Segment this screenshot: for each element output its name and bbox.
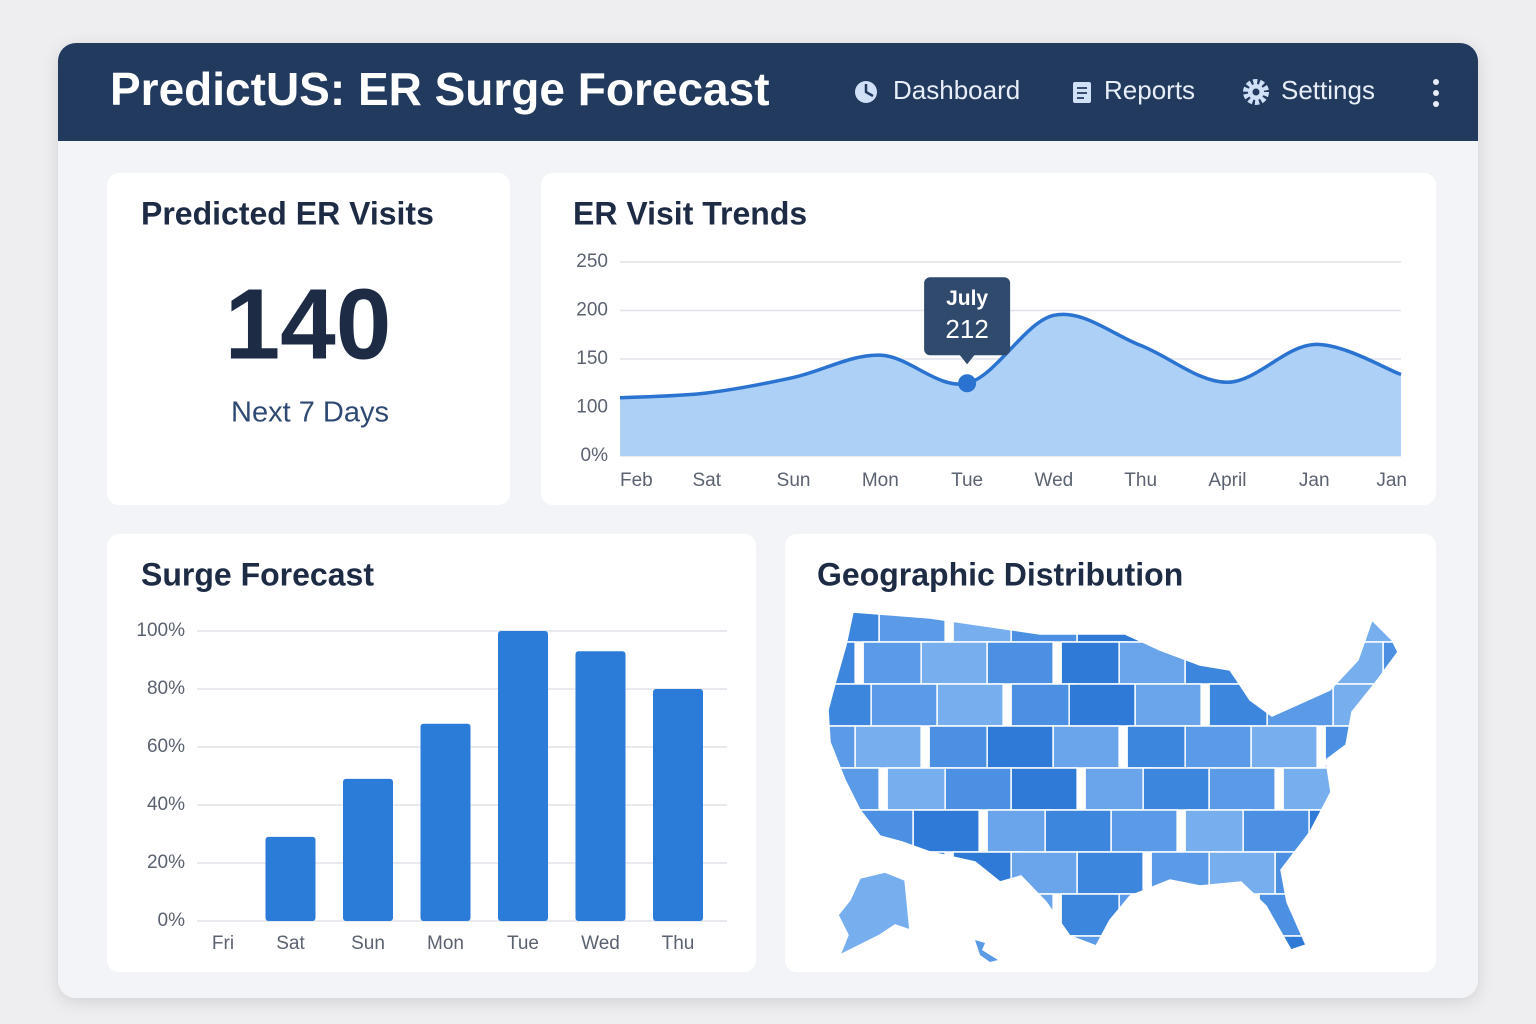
- state: [854, 725, 922, 769]
- x-tick-label: Feb: [620, 470, 653, 491]
- area: [620, 314, 1401, 456]
- tooltip: July 212: [924, 277, 1011, 365]
- x-tick-label: Tue: [507, 933, 539, 954]
- bar: [265, 836, 316, 921]
- state: [1076, 851, 1144, 895]
- chart-title: ER Visit Trends: [573, 195, 807, 231]
- state: [1208, 767, 1276, 811]
- x-tick-label: Mon: [862, 470, 899, 491]
- state: [886, 767, 954, 811]
- x-tick-label: Thu: [1124, 470, 1157, 491]
- nav-label[interactable]: Reports: [1104, 75, 1195, 105]
- nav-reports[interactable]: Reports: [1073, 75, 1195, 105]
- state: [1142, 767, 1210, 811]
- x-tick-label: Wed: [1035, 470, 1074, 491]
- y-tick-label: 60%: [147, 736, 185, 757]
- state: [986, 809, 1054, 853]
- x-tick-label: Fri: [212, 933, 234, 954]
- bar: [653, 689, 703, 921]
- state: [1184, 809, 1252, 853]
- state: [862, 641, 930, 685]
- x-tick-label: Wed: [581, 933, 620, 954]
- kpi-caption: Next 7 Days: [231, 397, 389, 429]
- tooltip-value: 212: [945, 314, 988, 344]
- kpi-title: Predicted ER Visits: [141, 195, 434, 231]
- x-tick-label: Sun: [351, 933, 385, 954]
- y-tick-label: 250: [576, 251, 608, 272]
- bar: [343, 778, 393, 921]
- bar: [498, 631, 548, 921]
- state: [1068, 683, 1136, 727]
- reports-icon-lines: [1077, 87, 1087, 99]
- state: [912, 809, 980, 853]
- tooltip-title: July: [946, 287, 988, 310]
- y-tick-label: 80%: [147, 678, 185, 699]
- y-tick-label: 100: [576, 397, 608, 418]
- state: [986, 725, 1054, 769]
- kpi-value: 140: [225, 268, 392, 380]
- state: [1184, 725, 1252, 769]
- state: [944, 767, 1012, 811]
- x-tick-label: Tue: [951, 470, 983, 491]
- y-tick-label: 20%: [147, 852, 185, 873]
- line: [619, 312, 1402, 400]
- x-tick-label: Jan: [1376, 470, 1407, 491]
- highlight-point: [958, 374, 977, 393]
- state: [928, 725, 996, 769]
- charts: 0% 100 150 200 250 Feb Sat Sun Mon Tue Wed Thu April…: [136, 251, 1407, 954]
- settings-icon-hole: [1252, 88, 1260, 96]
- app-title: PredictUS: ER Surge Forecast: [110, 63, 770, 115]
- state: [1242, 809, 1310, 853]
- y-tick-label: 150: [576, 348, 608, 369]
- chart-title: Surge Forecast: [141, 556, 374, 592]
- state: [1110, 809, 1178, 853]
- state: [1250, 725, 1318, 769]
- state: [1126, 725, 1194, 769]
- tooltip-box: [924, 277, 1011, 356]
- x-tick-label: Thu: [662, 933, 695, 954]
- y-tick-label: 0%: [158, 910, 186, 931]
- state: [936, 683, 1004, 727]
- y-tick-label: 0%: [581, 445, 609, 466]
- more-menu[interactable]: [1433, 79, 1439, 107]
- nav-settings[interactable]: Settings: [1243, 75, 1375, 105]
- dot: [1433, 79, 1439, 85]
- state: [1052, 725, 1120, 769]
- dashboard-icon-hand: [864, 84, 874, 98]
- nav-label[interactable]: Settings: [1281, 75, 1375, 105]
- bar: [575, 651, 626, 921]
- state: [1134, 683, 1202, 727]
- kpi-card: [107, 173, 510, 505]
- nav-dashboard[interactable]: Dashboard: [855, 75, 1020, 105]
- x-tick-label: Mon: [427, 933, 464, 954]
- x-tick-label: Sat: [693, 470, 722, 491]
- state: [1060, 641, 1128, 685]
- tooltip-pointer: [959, 354, 976, 365]
- bar: [420, 723, 471, 921]
- header-bar: [58, 43, 1478, 141]
- x-tick-label: Jan: [1299, 470, 1330, 491]
- alaska: [837, 871, 911, 957]
- state: [920, 641, 988, 685]
- x-tick-label: April: [1208, 470, 1246, 491]
- y-tick-label: 40%: [147, 794, 185, 815]
- state: [1044, 809, 1112, 853]
- state: [986, 641, 1054, 685]
- state: [870, 683, 938, 727]
- y-tick-label: 100%: [136, 620, 185, 641]
- y-tick-label: 200: [576, 300, 608, 321]
- state: [1010, 767, 1078, 811]
- settings-gear-teeth: [1243, 79, 1269, 105]
- state: [1010, 683, 1078, 727]
- dot: [1433, 90, 1439, 96]
- nav-label[interactable]: Dashboard: [893, 75, 1020, 105]
- hawaii: [975, 940, 998, 962]
- x-tick-label: Sat: [276, 933, 305, 954]
- dot: [1433, 101, 1439, 107]
- map-title: Geographic Distribution: [817, 556, 1183, 592]
- state: [1084, 767, 1152, 811]
- x-tick-label: Sun: [777, 470, 811, 491]
